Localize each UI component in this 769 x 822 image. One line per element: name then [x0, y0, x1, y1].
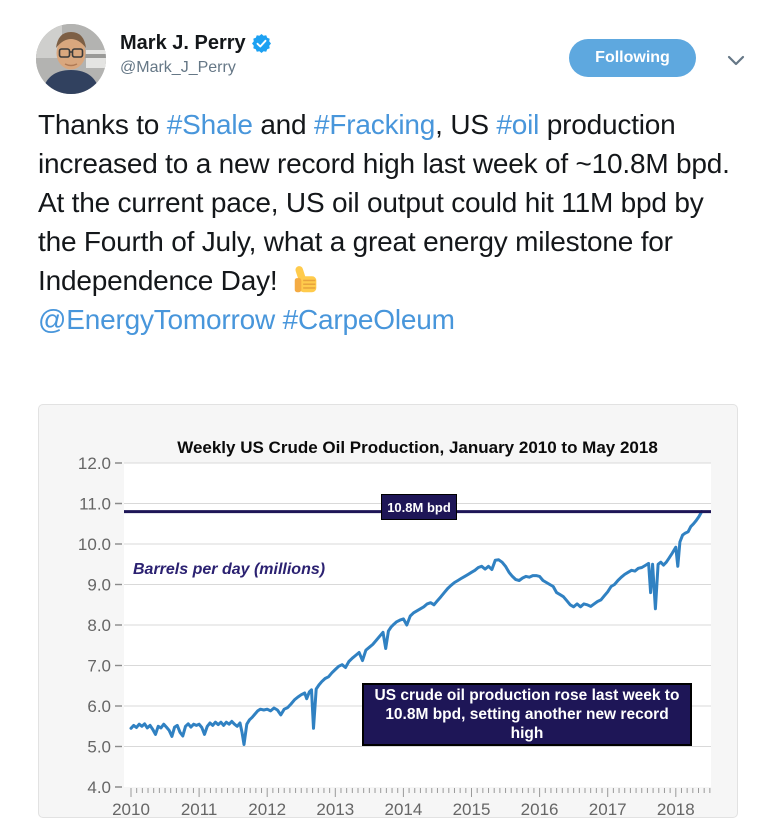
tweet-text-segment: and: [252, 109, 315, 140]
x-axis-tick-label: 2012: [248, 800, 286, 817]
tweet-text: Thanks to #Shale and #Fracking, US #oil …: [38, 105, 746, 339]
tweet-text-segment: , US: [435, 109, 497, 140]
reference-line-label: 10.8M bpd: [381, 494, 457, 520]
x-axis-tick-label: 2016: [521, 800, 559, 817]
chart-annotation: US crude oil production rose last week t…: [362, 683, 692, 746]
y-axis-tick-label: 11.0: [79, 495, 111, 514]
tweet-link[interactable]: #Shale: [166, 109, 253, 140]
display-name[interactable]: Mark J. Perry: [120, 32, 246, 54]
y-axis-tick-label: 8.0: [87, 616, 111, 635]
chart-units-note: Barrels per day (millions): [133, 561, 326, 578]
tweet-text-segment: production increased to a new record hig…: [38, 109, 730, 296]
chart-card[interactable]: 12.0 11.0 10.0 9.0 8.0 7.0 6.0 5.0 4.0 2010 2011 20…: [38, 404, 738, 818]
production-line: [129, 510, 704, 746]
x-axis-tick-label: 2011: [181, 800, 218, 817]
tweet-text-segment: [275, 304, 283, 335]
x-axis-tick-label: 2010: [112, 800, 150, 817]
y-axis-tick-label: 6.0: [87, 697, 111, 716]
x-axis-tick-label: 2014: [384, 800, 422, 817]
y-axis-tick-label: 4.0: [87, 778, 111, 797]
chevron-down-icon[interactable]: [727, 54, 745, 66]
verified-badge-icon: [251, 33, 271, 53]
tweet-link[interactable]: #oil: [496, 109, 540, 140]
tweet-link[interactable]: @EnergyTomorrow: [38, 304, 276, 335]
x-axis-tick-label: 2018: [657, 800, 695, 817]
y-axis-tick-label: 5.0: [87, 738, 111, 757]
chart-title: Weekly US Crude Oil Production, January …: [177, 438, 658, 457]
x-axis-tick-label: 2017: [589, 800, 627, 817]
y-axis-tick-label: 9.0: [87, 576, 111, 595]
tweet-link[interactable]: #CarpeOleum: [282, 304, 455, 335]
tweet-link[interactable]: #Fracking: [314, 109, 436, 140]
thumbs-up-emoji: [294, 266, 317, 293]
y-axis-tick-label: 10.0: [78, 535, 111, 554]
x-axis-tick-label: 2015: [453, 800, 491, 817]
following-button[interactable]: Following: [569, 39, 696, 77]
x-axis-tick-label: 2013: [316, 800, 354, 817]
tweet-text-segment: Thanks to: [38, 109, 167, 140]
avatar-photo: [36, 24, 106, 94]
y-axis-tick-label: 7.0: [87, 657, 111, 676]
avatar[interactable]: [36, 24, 106, 94]
profile-handle[interactable]: @Mark_J_Perry: [120, 59, 236, 76]
y-axis-tick-label: 12.0: [78, 454, 111, 473]
